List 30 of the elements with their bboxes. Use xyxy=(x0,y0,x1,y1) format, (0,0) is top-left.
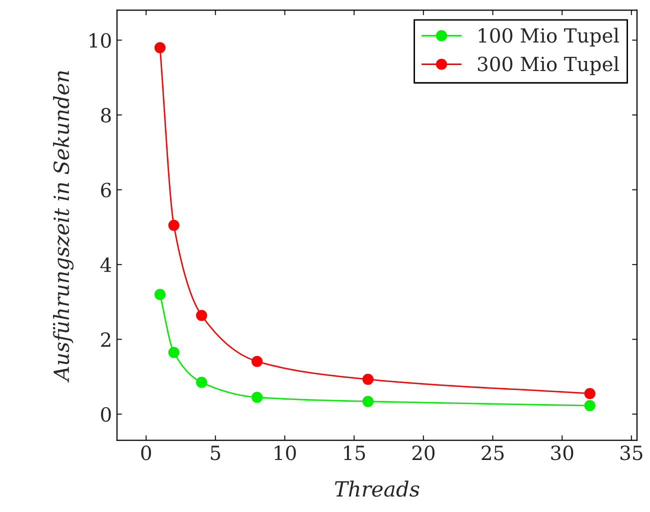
x-tick-label: 30 xyxy=(551,446,574,460)
point xyxy=(362,374,374,385)
legend-label: 100 Mio Tupel xyxy=(478,28,619,47)
x-tick-label: 0 xyxy=(141,446,152,460)
point xyxy=(196,376,208,388)
y-tick-label: 8 xyxy=(101,108,111,123)
x-tick-label: 10 xyxy=(274,446,296,460)
y-tick-label: 0 xyxy=(101,407,111,422)
x-tick-label: 20 xyxy=(412,446,435,460)
point xyxy=(168,346,180,358)
x-tick-label: 15 xyxy=(344,446,365,460)
y-tick-label: 10 xyxy=(90,33,111,48)
x-tick-label: 35 xyxy=(620,446,642,460)
point xyxy=(251,356,263,367)
point xyxy=(196,310,208,321)
x-tick-label: 5 xyxy=(210,446,220,460)
point xyxy=(362,396,374,407)
point xyxy=(154,288,166,300)
x-tick-label: 25 xyxy=(482,446,504,460)
x-axis-title: Threads xyxy=(334,480,420,497)
y-tick-label: 4 xyxy=(100,258,112,272)
y-axis-title: Ausführungszeit in Sekunden xyxy=(52,71,74,383)
point xyxy=(584,400,596,412)
y-tick-label: 2 xyxy=(101,332,110,347)
legend-label: 300 Mio Tupel xyxy=(478,56,619,76)
point xyxy=(154,42,166,54)
point xyxy=(251,392,263,403)
point xyxy=(584,388,596,400)
point xyxy=(168,220,180,231)
y-tick-label: 6 xyxy=(101,182,111,198)
